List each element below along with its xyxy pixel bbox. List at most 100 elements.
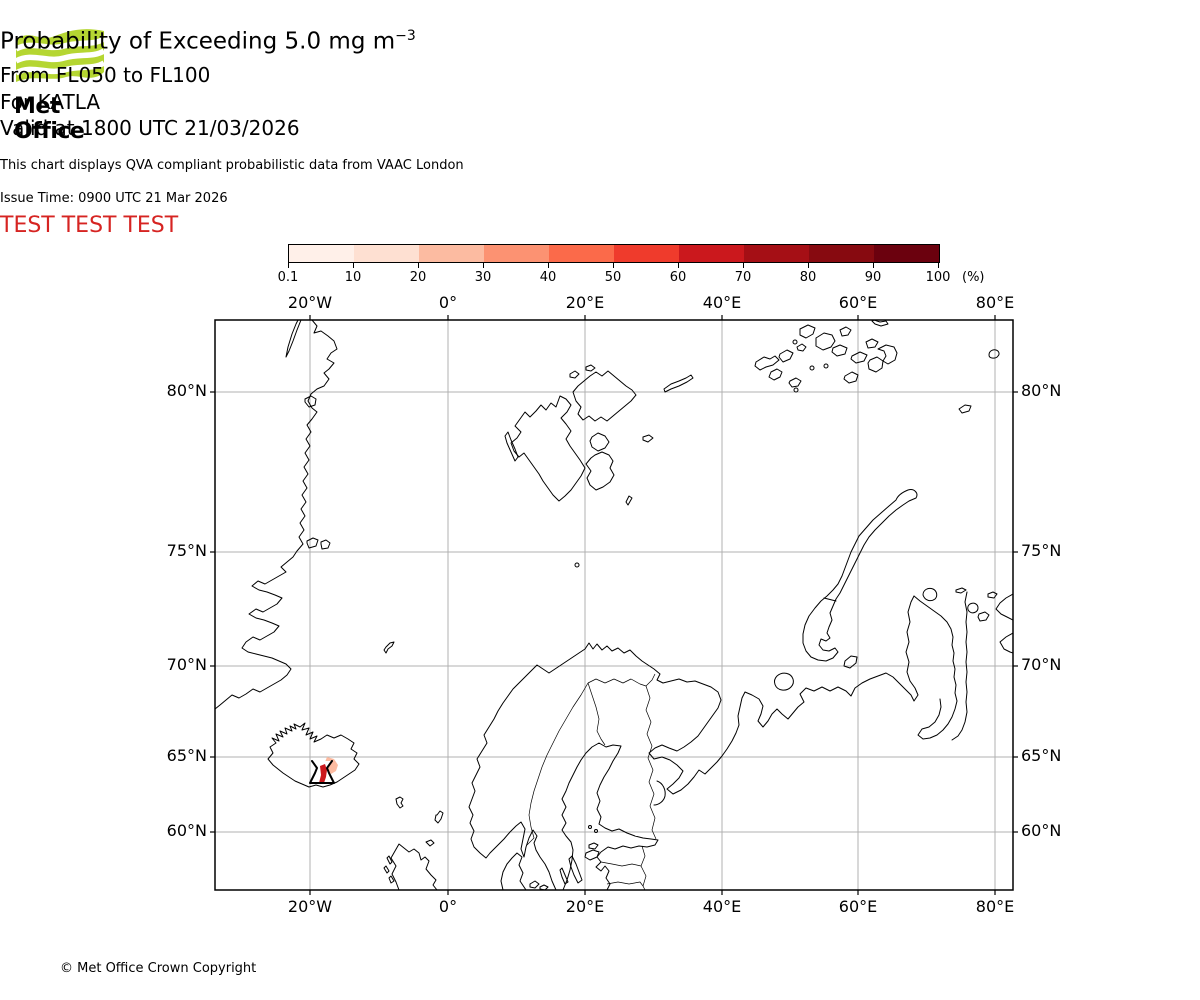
- lon-tick-label-top: 0°: [438, 293, 458, 312]
- coastline-bely-island: [922, 587, 938, 602]
- colorbar-tick-label: 40: [539, 270, 557, 285]
- subtitle-flight-levels: From FL050 to FL100: [0, 63, 211, 87]
- country-borders: [526, 673, 657, 890]
- subtitle-volcano: For KATLA: [0, 90, 100, 114]
- colorbar-tick-label: 50: [604, 270, 622, 285]
- page-title: Probability of Exceeding 5.0 mg m−3: [0, 28, 1200, 55]
- coastline-spitsbergen: [510, 395, 586, 502]
- coastline-bear-island: [574, 562, 580, 568]
- high-probability-patch: [319, 764, 327, 783]
- lat-tick-label-right: 60°N: [1021, 821, 1062, 840]
- colorbar-tick-label: 90: [864, 270, 882, 285]
- coastline-franz-josef-land: [754, 320, 898, 393]
- colorbar-tick-label: 20: [409, 270, 427, 285]
- coastlines: [215, 320, 1013, 890]
- copyright-notice: © Met Office Crown Copyright: [60, 961, 257, 976]
- colorbar-ticks: [288, 263, 939, 268]
- lat-tick-label-right: 75°N: [1021, 541, 1062, 560]
- lon-tick-label-bottom: 20°E: [565, 897, 605, 916]
- met-office-logo-text: Met Office: [14, 94, 85, 144]
- lon-tick-label-top: 60°E: [838, 293, 878, 312]
- coastline-prins-karls-forland: [504, 431, 519, 462]
- map-frame: [214, 319, 1014, 891]
- probability-colorbar: [288, 244, 940, 263]
- page-title-text: Probability of Exceeding 5.0 mg m: [0, 28, 396, 55]
- coastline-svalbard-islet: [642, 434, 654, 443]
- coastline-saaremaa: [584, 849, 600, 861]
- coastline-barentsoya: [589, 432, 610, 452]
- lon-tick-label-bottom: 20°W: [287, 897, 333, 916]
- coastline-kara-coast: [999, 632, 1013, 654]
- lon-tick-label-top: 80°E: [975, 293, 1015, 312]
- met-office-waves-icon: [14, 29, 106, 82]
- coastline-kara-coast: [995, 593, 1013, 621]
- coastline-vaygach: [843, 655, 858, 669]
- colorbar-unit-label: (%): [962, 270, 985, 285]
- coastline-vize-island: [958, 404, 972, 414]
- coastline-baltic-bothnia: [561, 742, 659, 890]
- coastline-aland: [594, 829, 598, 833]
- lon-tick-label-bottom: 80°E: [975, 897, 1015, 916]
- lon-tick-label-top: 20°E: [565, 293, 605, 312]
- lat-tick-label-right: 70°N: [1021, 655, 1062, 674]
- lon-tick-label-bottom: 0°: [438, 897, 458, 916]
- lat-tick-label-left: 70°N: [166, 655, 207, 674]
- coastline-ob-estuary: [951, 591, 968, 741]
- coastline-orkney: [425, 839, 435, 847]
- coastline-great-britain: [390, 843, 438, 890]
- coastline-yamal-east: [913, 595, 958, 740]
- coastline-matochkin-strait: [823, 597, 837, 602]
- coastline-hebrides: [388, 875, 395, 884]
- lat-tick-label-left: 60°N: [166, 821, 207, 840]
- coastline-edgeoya: [585, 451, 615, 491]
- coastline-shetland: [434, 810, 444, 824]
- coastline-hopen: [625, 495, 633, 506]
- volcano-marker-icon: [309, 760, 335, 784]
- coastline-kvitoya: [663, 374, 694, 393]
- subtitle-valid-time: Valid at 1800 UTC 21/03/2026: [0, 116, 300, 140]
- probability-contours: [309, 757, 338, 784]
- lon-tick-label-bottom: 40°E: [702, 897, 742, 916]
- coastline-kolguyev: [774, 672, 794, 691]
- map-canvas: [210, 315, 1018, 895]
- coastline-denmark: [500, 852, 527, 890]
- colorbar-tick-label: 0.1: [277, 270, 299, 285]
- coastline-novaya-zemlya: [802, 489, 918, 662]
- met-office-logo: Met Office: [14, 24, 114, 144]
- coastline-jan-mayen: [383, 641, 395, 654]
- coastline-kara-islet: [987, 591, 998, 599]
- graticule-gridlines: [215, 320, 1013, 890]
- test-banner: TEST TEST TEST: [0, 213, 179, 238]
- coastline-danish-isles: [529, 880, 540, 889]
- lat-tick-label-left: 80°N: [166, 381, 207, 400]
- coastline-hiiumaa: [588, 842, 599, 850]
- coastline-greenland-islet: [304, 395, 317, 408]
- colorbar-tick-label: 30: [474, 270, 492, 285]
- coastline-ushakov-island: [988, 349, 1000, 359]
- lat-tick-label-left: 65°N: [166, 746, 207, 765]
- coastline-kara-islet: [967, 602, 979, 614]
- colorbar-tick-label: 80: [799, 270, 817, 285]
- lon-tick-label-top: 40°E: [702, 293, 742, 312]
- qva-note: This chart displays QVA compliant probab…: [0, 158, 464, 173]
- coastline-greenland-islet: [306, 537, 319, 549]
- coastline-lake-ladoga: [653, 780, 666, 806]
- colorbar-tick-label: 70: [734, 270, 752, 285]
- issue-time: Issue Time: 0900 UTC 21 Mar 2026: [0, 191, 228, 206]
- lon-tick-label-top: 20°W: [287, 293, 333, 312]
- coastline-iceland: [267, 722, 360, 788]
- page-title-superscript: −3: [395, 28, 416, 44]
- lat-tick-label-left: 75°N: [166, 541, 207, 560]
- coastline-svalbard-islet: [569, 370, 580, 379]
- axis-ticks: [210, 315, 1018, 895]
- coastline-greenland-cape: [285, 320, 302, 358]
- coastline-oland: [559, 867, 569, 885]
- coastline-kara-islet: [955, 587, 967, 594]
- coastline-aland: [588, 825, 592, 829]
- coastline-scandinavia-mainland: [468, 595, 919, 890]
- coastline-greenland: [215, 320, 338, 710]
- coastline-gotland: [568, 855, 583, 884]
- lat-tick-label-right: 65°N: [1021, 746, 1062, 765]
- lat-tick-label-right: 80°N: [1021, 381, 1062, 400]
